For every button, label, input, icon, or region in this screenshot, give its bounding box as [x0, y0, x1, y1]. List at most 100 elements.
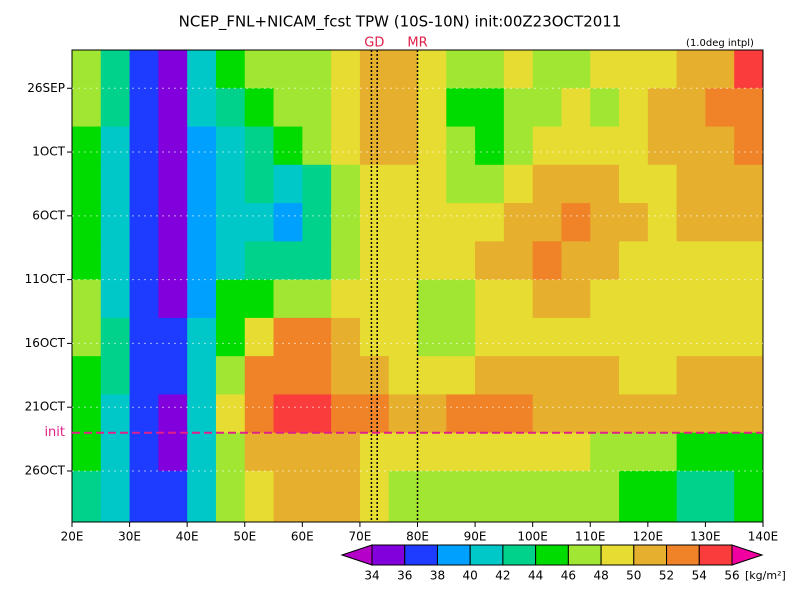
heat-cell [100, 279, 131, 319]
heat-cell [273, 164, 303, 204]
heat-cell [187, 394, 217, 434]
heat-cell [705, 317, 735, 357]
heat-cell [619, 203, 649, 242]
y-tick-label: 16OCT [25, 336, 66, 350]
heat-cell [417, 279, 447, 319]
heat-cell [676, 164, 706, 204]
heat-cell [734, 279, 764, 319]
heat-cell [302, 88, 332, 128]
heat-cell [417, 241, 447, 281]
heat-cell [446, 279, 476, 319]
heat-cell [100, 203, 131, 242]
heat-cell [446, 126, 476, 166]
heat-cell [388, 394, 418, 434]
colorbar-swatch [633, 544, 668, 566]
heat-cell [187, 50, 217, 89]
colorbar-swatch [567, 544, 602, 566]
heat-cell [129, 432, 159, 472]
heat-cell [417, 203, 447, 242]
heat-cell [446, 470, 476, 523]
heat-cell [503, 164, 534, 204]
heat-cell [475, 279, 505, 319]
heat-cell [619, 88, 649, 128]
heat-cell [532, 394, 562, 434]
heat-cell [676, 203, 706, 242]
heat-cell [359, 279, 390, 319]
heat-cell [417, 432, 447, 472]
x-tick-label: 80E [406, 530, 429, 544]
heat-cell [676, 317, 706, 357]
heat-cell [734, 164, 764, 204]
colorbar-swatch [535, 544, 569, 566]
heat-cell [100, 50, 131, 89]
heat-cell [446, 203, 476, 242]
heat-cell [187, 164, 217, 204]
heat-cell [359, 164, 390, 204]
heat-cell [215, 356, 246, 395]
heat-cell [532, 356, 562, 395]
heat-cell [619, 164, 649, 204]
heat-cell [273, 356, 303, 395]
heat-cell [676, 126, 706, 166]
x-tick-label: 30E [118, 530, 141, 544]
heat-cell [561, 317, 591, 357]
heat-cell [331, 394, 361, 434]
heat-cell [244, 470, 275, 523]
heat-cell [676, 241, 706, 281]
heat-cell [129, 356, 159, 395]
heat-cell [561, 126, 591, 166]
heat-cell [475, 126, 505, 166]
y-tick-label: 26OCT [25, 463, 66, 477]
heat-cell [590, 126, 620, 166]
heat-cell [475, 394, 505, 434]
heat-cell [302, 394, 332, 434]
heat-cell [302, 356, 332, 395]
heat-cell [215, 394, 246, 434]
heat-cell [705, 126, 735, 166]
heat-cell [647, 164, 678, 204]
heat-cell [647, 50, 678, 89]
heat-cell [215, 470, 246, 523]
heat-cell [734, 126, 764, 166]
heat-cell [244, 50, 275, 89]
heat-cell [676, 394, 706, 434]
heat-cell [676, 356, 706, 395]
heat-cell [734, 203, 764, 242]
heat-cell [273, 394, 303, 434]
heat-cell [215, 164, 246, 204]
heat-cell [734, 88, 764, 128]
heat-cell [273, 432, 303, 472]
heat-cell [388, 164, 418, 204]
heat-cell [359, 126, 390, 166]
heat-cell [705, 394, 735, 434]
heat-cell [561, 164, 591, 204]
heat-cell [359, 88, 390, 128]
heat-cell [561, 432, 591, 472]
heat-cell [590, 279, 620, 319]
heat-cell [734, 470, 764, 523]
heat-cell [302, 470, 332, 523]
chart-title: NCEP_FNL+NICAM_fcst TPW (10S-10N) init:0… [179, 13, 622, 32]
colorbar-unit: [kg/m²] [745, 569, 786, 582]
heat-cell [561, 279, 591, 319]
heat-cell [129, 50, 159, 89]
heat-cell [72, 241, 102, 281]
heat-cell [72, 88, 102, 128]
heat-cell [158, 203, 188, 242]
heat-cell [100, 126, 131, 166]
heat-cell [100, 241, 131, 281]
heat-cell [273, 241, 303, 281]
heat-cell [331, 317, 361, 357]
heat-cell [475, 241, 505, 281]
heat-cell [187, 203, 217, 242]
heat-cell [72, 50, 102, 89]
heat-cell [244, 432, 275, 472]
heat-cell [590, 432, 620, 472]
heat-cell [100, 470, 131, 523]
heat-cell [302, 279, 332, 319]
heat-cell [215, 279, 246, 319]
heat-cell [647, 126, 678, 166]
heat-cell [676, 50, 706, 89]
heat-cell [619, 432, 649, 472]
